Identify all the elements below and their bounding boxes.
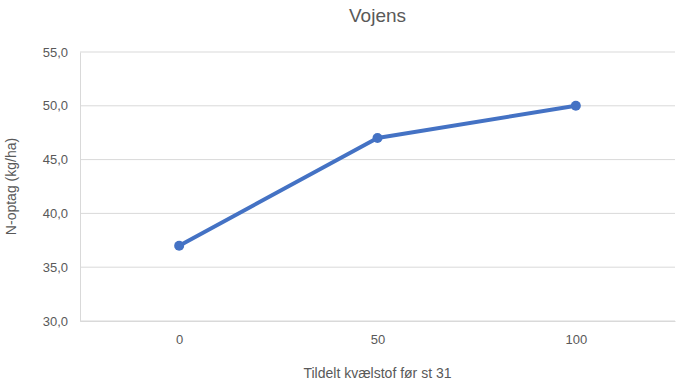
y-tick-label: 30,0 (43, 314, 68, 329)
y-axis: 30,0 35,0 40,0 45,0 50,0 55,0 (43, 45, 81, 329)
title: Vojens (349, 5, 406, 26)
plot-area: 30,0 35,0 40,0 45,0 50,0 55,0 0 50 100 (43, 45, 676, 348)
chart: Vojens 30,0 35,0 40,0 45,0 50,0 55,0 0 50 100 N-op… (0, 0, 687, 386)
y-tick-label: 40,0 (43, 206, 68, 221)
y-tick: 55,0 (43, 45, 80, 60)
y-axis-line (80, 53, 81, 322)
grid (80, 52, 675, 321)
grid-line (80, 105, 675, 106)
grid-line (80, 213, 675, 214)
y-tick: 40,0 (43, 206, 80, 221)
x-axis-title: Tildelt kvælstof før st 31 (303, 365, 451, 381)
y-tick: 30,0 (43, 314, 80, 329)
y-tick-label: 55,0 (43, 45, 68, 60)
series (174, 101, 581, 251)
x-axis: 0 50 100 (81, 321, 676, 347)
x-tick: 100 (565, 321, 587, 347)
y-axis-title: N-optag (kg/ha) (3, 138, 19, 235)
x-tick-label: 50 (371, 332, 385, 347)
grid-line (80, 52, 675, 53)
y-tick: 50,0 (43, 98, 80, 113)
x-tick-label: 0 (176, 332, 183, 347)
x-axis-line (81, 321, 676, 322)
grid-line (80, 159, 675, 160)
y-tick-label: 35,0 (43, 260, 68, 275)
x-tick: 50 (371, 321, 385, 347)
grid-line (80, 321, 675, 322)
y-tick-label: 45,0 (43, 152, 68, 167)
marker (571, 101, 581, 111)
x-tick: 0 (176, 321, 183, 347)
marker (174, 241, 184, 251)
marker (373, 133, 383, 143)
y-tick: 45,0 (43, 152, 80, 167)
grid-line (80, 267, 675, 268)
y-tick: 35,0 (43, 260, 80, 275)
line (179, 106, 576, 246)
x-tick-label: 100 (565, 332, 587, 347)
y-tick-label: 50,0 (43, 98, 68, 113)
